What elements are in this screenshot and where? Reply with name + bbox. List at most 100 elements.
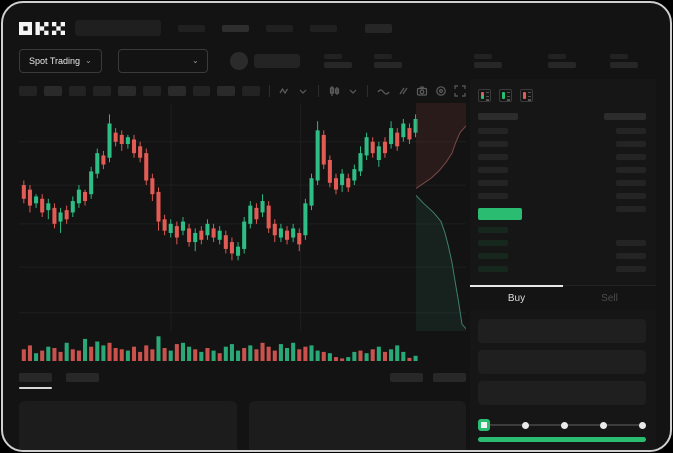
candle-style-icon[interactable] xyxy=(328,84,340,98)
nav-item-1[interactable] xyxy=(178,24,205,32)
amount-row[interactable] xyxy=(616,206,646,212)
timeframe-button-3[interactable] xyxy=(68,86,87,96)
amount-slider[interactable] xyxy=(478,413,646,437)
buy-submit-button[interactable] xyxy=(478,437,646,442)
pair-dropdown[interactable]: ⌄ xyxy=(117,49,208,73)
chevron-down-icon[interactable] xyxy=(298,84,309,98)
bid-row[interactable] xyxy=(478,240,508,246)
search-input[interactable] xyxy=(75,20,161,36)
stat-24h-high xyxy=(473,54,502,68)
timeframe-button-1[interactable] xyxy=(19,86,37,96)
amount-row[interactable] xyxy=(616,180,646,186)
slider-step-dot[interactable] xyxy=(600,421,607,429)
slider-handle[interactable] xyxy=(478,419,490,431)
tab-open-orders[interactable] xyxy=(19,373,52,389)
active-tab-indicator xyxy=(470,285,563,287)
amount-row[interactable] xyxy=(616,128,646,134)
market-type-dropdown[interactable]: Spot Trading ⌄ xyxy=(19,49,102,73)
timeframe-button-4[interactable] xyxy=(93,86,112,96)
timeframe-button-2[interactable] xyxy=(43,86,62,96)
chevron-down-icon: ⌄ xyxy=(192,56,199,65)
price-input[interactable] xyxy=(478,319,646,343)
slider-step-dot[interactable] xyxy=(561,421,568,429)
ask-row[interactable] xyxy=(478,180,508,186)
timeframe-button-10[interactable] xyxy=(242,86,260,96)
total-input[interactable] xyxy=(478,381,646,405)
amount-row[interactable] xyxy=(616,266,646,272)
toolbar-divider xyxy=(318,85,319,97)
okx-logo xyxy=(19,21,65,35)
market-type-label: Spot Trading xyxy=(29,56,81,66)
amount-input[interactable] xyxy=(478,350,646,374)
slider-step-dot[interactable] xyxy=(522,421,529,429)
chevron-down-icon: ⌄ xyxy=(85,56,92,65)
tab-tools[interactable] xyxy=(433,373,466,389)
screenshot-camera-icon[interactable] xyxy=(416,84,428,98)
bid-row[interactable] xyxy=(478,266,508,272)
nav-item-3[interactable] xyxy=(266,24,293,32)
settings-icon[interactable] xyxy=(435,84,447,98)
market-bar: Spot Trading ⌄ ⌄ xyxy=(19,43,656,79)
candlestick-chart[interactable] xyxy=(19,103,466,331)
ask-row[interactable] xyxy=(478,154,508,160)
orders-detail-panel xyxy=(248,401,466,450)
bottom-panels xyxy=(19,401,466,450)
ask-row[interactable] xyxy=(478,141,508,147)
amount-row[interactable] xyxy=(616,167,646,173)
chart-interval-icon[interactable] xyxy=(279,84,291,98)
tab-assets[interactable] xyxy=(390,373,423,389)
column-header-placeholder xyxy=(478,113,518,120)
ask-row[interactable] xyxy=(478,167,508,173)
orderbook-view-toggle xyxy=(478,85,646,105)
tab-sell[interactable]: Sell xyxy=(601,293,618,304)
last-price-highlight[interactable] xyxy=(478,208,522,220)
slider-step-dot[interactable] xyxy=(639,421,646,429)
timeframe-button-9[interactable] xyxy=(217,86,236,96)
fullscreen-icon[interactable] xyxy=(454,84,466,98)
chart-gridlines xyxy=(19,103,466,331)
amount-row[interactable] xyxy=(616,193,646,199)
timeframe-button-8[interactable] xyxy=(192,86,211,96)
timeframe-button-7[interactable] xyxy=(167,86,186,96)
depth-overlay xyxy=(416,103,466,331)
amount-row[interactable] xyxy=(616,141,646,147)
candles-layer xyxy=(21,114,418,261)
indicators-icon[interactable] xyxy=(377,84,390,98)
stat-24h-volume xyxy=(609,54,638,68)
nav-item-5[interactable] xyxy=(365,23,392,33)
stat-last-price xyxy=(323,54,352,68)
toolbar-divider xyxy=(367,85,369,97)
volume-pane xyxy=(19,333,466,361)
column-header-placeholder xyxy=(604,113,646,120)
toolbar-divider xyxy=(268,85,270,97)
bid-row[interactable] xyxy=(478,227,508,233)
timeframe-button-5[interactable] xyxy=(118,86,136,96)
ask-row[interactable] xyxy=(478,193,508,199)
chevron-down-icon[interactable] xyxy=(347,84,358,98)
nav-item-2[interactable] xyxy=(222,24,249,32)
amount-row[interactable] xyxy=(616,253,646,259)
tab-order-history[interactable] xyxy=(66,373,99,389)
pair-name-placeholder xyxy=(253,54,300,68)
orders-list-panel xyxy=(19,401,237,450)
bid-row[interactable] xyxy=(478,253,508,259)
orderbook-asks-icon[interactable] xyxy=(520,88,533,102)
timeframe-button-6[interactable] xyxy=(142,86,161,96)
top-nav xyxy=(19,13,656,43)
orders-tab-bar xyxy=(19,361,466,401)
nav-item-4[interactable] xyxy=(310,24,337,32)
chart-panel xyxy=(19,79,466,450)
compare-icon[interactable] xyxy=(397,84,409,98)
ask-row[interactable] xyxy=(478,128,508,134)
pair-avatar[interactable] xyxy=(229,52,248,70)
amount-row[interactable] xyxy=(616,154,646,160)
orderbook-bids-icon[interactable] xyxy=(499,88,512,102)
amount-row[interactable] xyxy=(616,240,646,246)
orderbook-combined-icon[interactable] xyxy=(478,88,491,102)
order-form xyxy=(478,319,646,405)
tab-buy[interactable]: Buy xyxy=(507,293,526,304)
trade-sidebar: Buy Sell xyxy=(470,79,656,450)
stat-24h-low xyxy=(547,54,576,68)
volume-bars xyxy=(21,336,418,361)
